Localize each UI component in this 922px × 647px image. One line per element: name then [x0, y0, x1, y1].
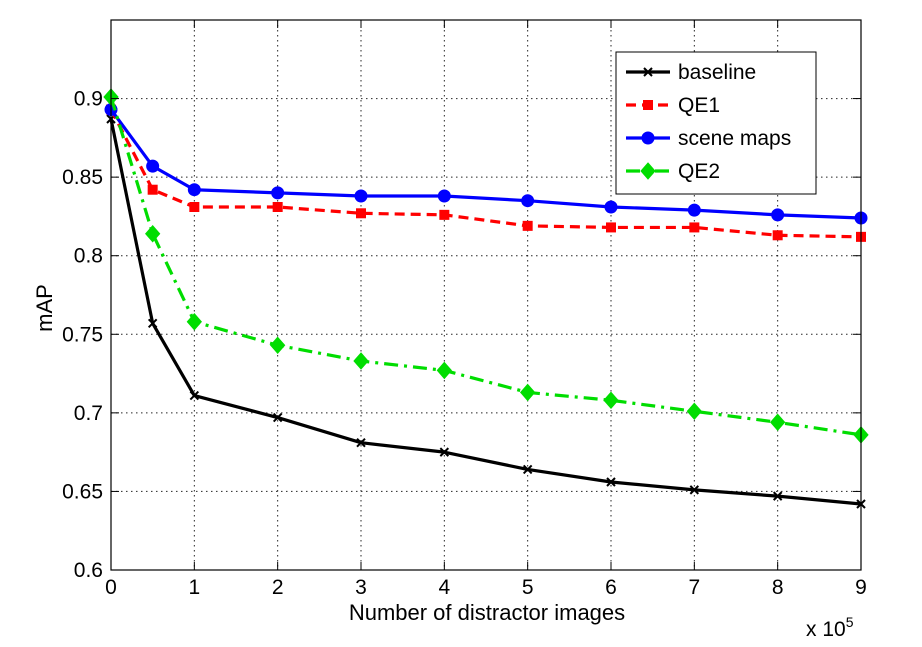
data-point-scene-maps	[771, 208, 785, 222]
x-tick-label: 2	[272, 576, 284, 599]
data-point-baseline	[689, 485, 700, 495]
data-point-qe2	[603, 391, 619, 410]
data-point-scene-maps	[521, 194, 535, 208]
data-point-baseline	[439, 447, 450, 457]
data-point-baseline	[356, 438, 366, 448]
legend-marker-qe1	[643, 100, 653, 110]
y-tick-label: 0.8	[74, 245, 103, 268]
data-point-qe1	[439, 209, 450, 220]
data-point-baseline	[147, 318, 158, 328]
marker-stroke	[147, 318, 158, 328]
data-point-baseline	[189, 390, 200, 401]
axes	[110, 19, 862, 571]
marker-stroke	[606, 477, 616, 487]
x-tick-label: 8	[772, 576, 784, 599]
x-axis-label: Number of distractor images	[349, 600, 625, 625]
data-point-qe2	[270, 336, 286, 355]
legend-marker-qe2	[640, 162, 656, 180]
x-tick-label: 7	[688, 576, 700, 599]
x-axis-multiplier: x 105	[806, 614, 854, 641]
x-axis-multiplier-exponent: 5	[846, 614, 854, 630]
data-point-baseline	[606, 477, 616, 487]
y-tick-label: 0.9	[74, 88, 103, 111]
x-tick-label: 6	[605, 576, 617, 599]
marker-stroke	[439, 447, 450, 457]
data-point-qe2	[353, 352, 369, 370]
legend-item-qe2: QE2	[626, 160, 720, 183]
data-point-scene-maps	[437, 189, 451, 203]
x-tick-label: 0	[105, 576, 117, 599]
data-point-scene-maps	[187, 183, 201, 197]
data-point-qe1	[772, 230, 783, 241]
data-point-baseline	[272, 412, 283, 423]
data-point-scene-maps	[271, 186, 285, 200]
legend-marker-scene-maps	[641, 131, 655, 145]
series-layer	[103, 88, 869, 509]
marker-stroke	[772, 491, 783, 501]
marker-stroke	[356, 438, 366, 448]
legend-item-qe1: QE1	[626, 94, 720, 117]
y-tick-label: 0.75	[62, 323, 103, 346]
x-tick-label: 1	[188, 576, 200, 599]
data-point-qe1	[272, 202, 283, 212]
data-point-qe1	[522, 220, 533, 231]
legend-label-scene-maps: scene maps	[678, 127, 791, 150]
legend-label-qe1: QE1	[678, 94, 720, 117]
y-tick-label: 0.6	[74, 559, 103, 582]
data-point-qe1	[356, 208, 366, 219]
data-point-scene-maps	[604, 200, 618, 214]
data-point-qe2	[520, 383, 536, 402]
data-point-qe1	[147, 184, 158, 195]
x-tick-label: 3	[355, 576, 367, 599]
y-tick-label: 0.85	[62, 166, 103, 189]
marker-stroke	[643, 67, 653, 77]
series-qe2	[103, 88, 869, 444]
x-tick-label: 9	[855, 576, 867, 599]
plot-frame	[110, 19, 862, 571]
data-point-scene-maps	[354, 189, 368, 203]
data-point-qe2	[186, 312, 202, 331]
marker-stroke	[522, 464, 533, 475]
legend-label-qe2: QE2	[678, 160, 720, 183]
data-point-qe1	[189, 202, 200, 212]
data-point-scene-maps	[146, 159, 160, 173]
series-scene-maps	[104, 103, 868, 225]
y-axis-label: mAP	[32, 284, 57, 332]
y-tick-label: 0.7	[74, 402, 103, 425]
x-tick-label: 5	[522, 576, 534, 599]
x-axis-multiplier-base: x 10	[806, 618, 846, 641]
marker-stroke	[272, 412, 283, 423]
ticks: 0 1 2 3 4 5 6 7 8 9 0.6 0.65 0.7 0.75 0.8 0.85 0.9	[62, 20, 867, 599]
data-point-baseline	[522, 464, 533, 475]
legend-item-baseline: baseline	[626, 61, 756, 84]
x-tick-label: 4	[438, 576, 450, 599]
data-point-qe2	[686, 402, 702, 421]
data-point-qe2	[145, 224, 161, 243]
data-point-qe1	[689, 222, 700, 233]
legend-box	[615, 51, 817, 195]
marker-stroke	[189, 390, 200, 401]
data-point-baseline	[772, 491, 783, 501]
data-point-qe1	[606, 222, 616, 233]
data-point-qe2	[436, 361, 452, 380]
legend-label-baseline: baseline	[678, 61, 756, 84]
data-point-qe2	[770, 413, 786, 432]
marker-stroke	[689, 485, 700, 495]
data-point-scene-maps	[687, 203, 701, 217]
legend: baseline QE1 scene maps QE2	[615, 51, 817, 195]
y-tick-label: 0.65	[62, 480, 103, 503]
legend-item-scene-maps: scene maps	[626, 127, 791, 150]
legend-marker-baseline	[643, 67, 653, 77]
